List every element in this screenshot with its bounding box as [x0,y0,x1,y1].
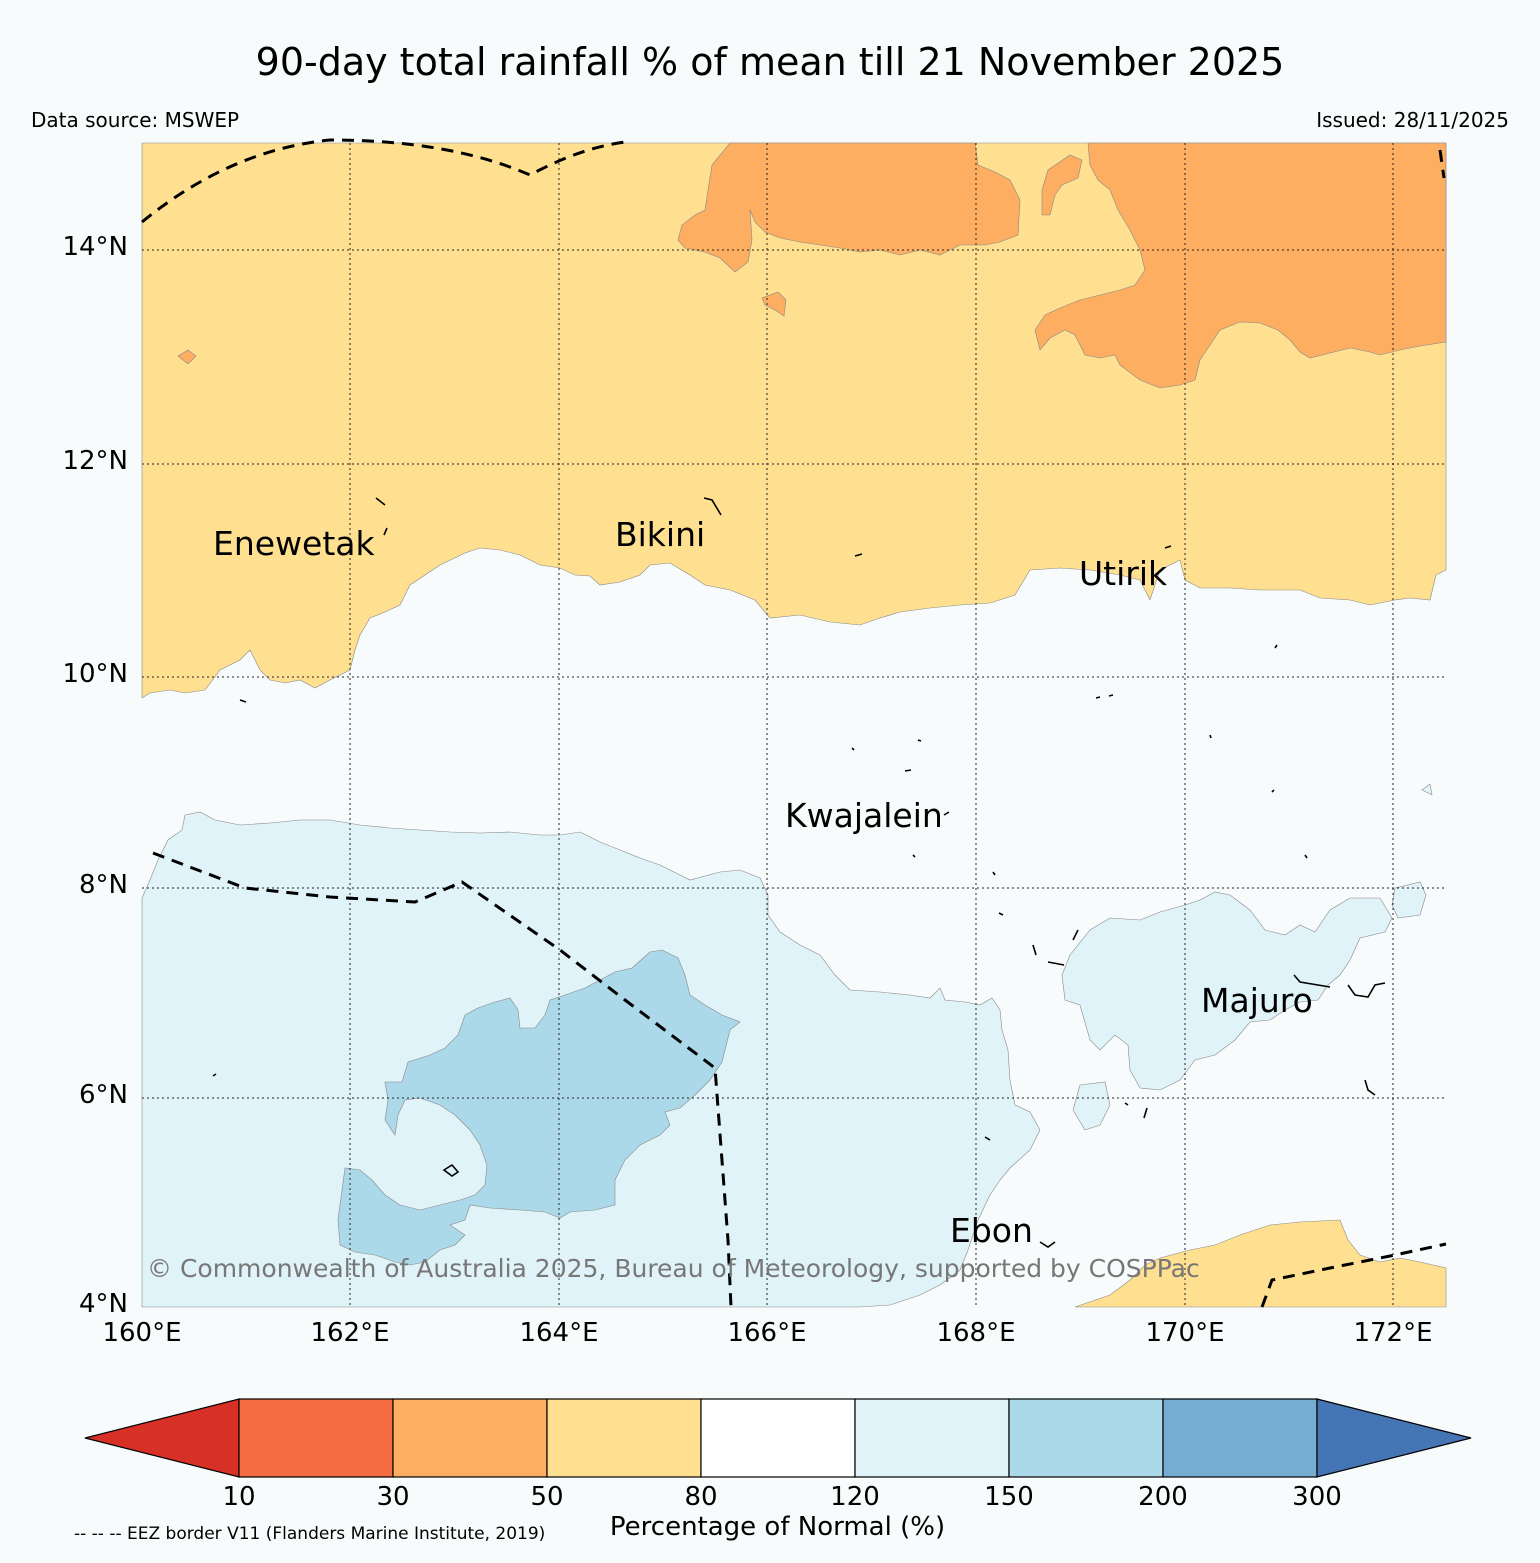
lat-label-6n: 6°N [79,1080,128,1110]
colorbar-150-200 [1008,1398,1164,1478]
colorbar-50-80 [546,1398,702,1478]
region-30-50-north-east [1034,142,1447,389]
region-30-50-north-central [677,142,1021,273]
colorbar-tick-120: 120 [830,1482,880,1512]
colorbar-above-300 [1316,1398,1472,1478]
atolls [212,497,1386,1248]
graticule [142,143,1446,1307]
region-30-50-patch-2 [761,291,787,317]
colorbar-30-50 [392,1398,548,1478]
colorbar-200-300 [1162,1398,1318,1478]
lon-label-170e: 170°E [1145,1318,1225,1348]
colorbar-tick-80: 80 [684,1482,718,1512]
colorbar-10-30 [238,1398,394,1478]
lat-label-14n: 14°N [62,232,128,262]
lon-label-162e: 162°E [310,1318,390,1348]
data-source: Data source: MSWEP [31,108,240,132]
place-label-ebon: Ebon [950,1211,1033,1250]
lat-label-12n: 12°N [62,446,128,476]
place-label-bikini: Bikini [615,515,706,554]
region-30-50-patch-1 [1041,154,1083,216]
lon-label-160e: 160°E [102,1318,182,1348]
colorbar [84,1398,1472,1478]
region-120-150-east [1061,891,1393,1091]
place-label-enewetak: Enewetak [213,524,375,563]
colorbar-below-10 [84,1398,240,1478]
region-50-80-south [1074,1219,1447,1308]
lat-label-4n: 4°N [79,1289,128,1319]
colorbar-tick-10: 10 [222,1482,256,1512]
colorbar-label: Percentage of Normal (%) [609,1512,946,1542]
region-150-200 [337,949,741,1266]
lon-label-166e: 166°E [727,1318,807,1348]
lat-label-10n: 10°N [62,659,128,689]
region-50-80-north [141,142,1447,699]
region-120-150-patch-3 [1421,783,1433,796]
lon-label-172e: 172°E [1353,1318,1433,1348]
lon-label-164e: 164°E [519,1318,599,1348]
colorbar-80-120 [700,1398,856,1478]
eez-border [141,138,1447,1308]
region-30-50-patch-3 [177,349,197,365]
colorbar-tick-300: 300 [1292,1482,1342,1512]
copyright-notice: © Commonwealth of Australia 2025, Bureau… [147,1254,1200,1283]
region-120-150-patch-1 [1072,1081,1111,1131]
eez-legend-note: -- -- -- EEZ border V11 (Flanders Marine… [74,1524,546,1544]
region-120-150-patch-2 [1391,881,1427,919]
place-label-kwajalein: Kwajalein [785,796,943,835]
colorbar-tick-50: 50 [530,1482,564,1512]
issued-date: Issued: 28/11/2025 [1316,108,1509,132]
lon-label-168e: 168°E [936,1318,1016,1348]
lat-label-8n: 8°N [79,870,128,900]
place-label-utirik: Utirik [1079,554,1168,593]
map-title: 90-day total rainfall % of mean till 21 … [255,40,1285,84]
colorbar-tick-30: 30 [376,1482,410,1512]
colorbar-120-150 [854,1398,1010,1478]
colorbar-tick-200: 200 [1138,1482,1188,1512]
colorbar-tick-150: 150 [984,1482,1034,1512]
place-label-majuro: Majuro [1201,981,1313,1020]
